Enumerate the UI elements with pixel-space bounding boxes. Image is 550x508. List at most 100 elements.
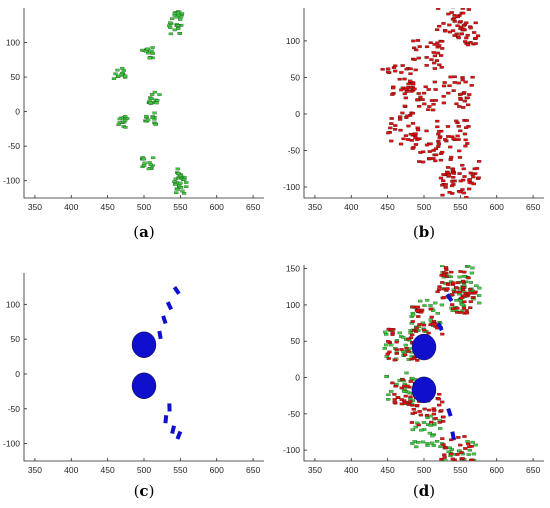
x-tick-label: 400 [64, 465, 78, 475]
chart-panel-a: 350 400 450 500 550 600 650 -100 -50 0 50 100 (a) [3, 8, 264, 241]
y-tick-label: 100 [6, 299, 20, 309]
x-tick-label: 550 [453, 465, 467, 475]
data-point [131, 331, 157, 358]
data-point [161, 315, 168, 325]
x-tick-label: 600 [210, 202, 224, 212]
data-point [165, 301, 174, 311]
data-point [167, 403, 172, 412]
data-point [172, 180, 189, 195]
data-point [172, 285, 181, 295]
y-tick-label: 150 [286, 264, 300, 274]
x-tick-label: 500 [417, 202, 431, 212]
data-point [435, 8, 471, 36]
chart-panel-c: 350 400 450 500 550 600 650 -100 -50 0 50 100 (c) [3, 273, 264, 500]
y-tick-label: -50 [288, 146, 301, 156]
y-tick-label: -100 [3, 176, 20, 186]
y-tick-label: -50 [288, 409, 301, 419]
data-point [170, 425, 176, 435]
axis-lines [23, 8, 264, 199]
data-point [439, 435, 475, 461]
data-point [402, 79, 438, 112]
x-tick-label: 500 [137, 202, 151, 212]
panel-label: (c) [134, 482, 155, 500]
x-tick-label: 550 [453, 202, 467, 212]
chart-panel-b: 350 400 450 500 550 600 650 -100 -50 0 50 100 (b) [283, 8, 544, 241]
y-tick-label: 100 [6, 38, 20, 48]
data-point [410, 414, 445, 449]
data-point [386, 111, 421, 146]
x-tick-label: 600 [490, 202, 504, 212]
axis-lines [303, 8, 544, 199]
data-point [146, 90, 162, 105]
panel-label: (d) [413, 482, 435, 500]
axis-lines [23, 273, 264, 462]
data-point [446, 407, 453, 417]
data-point [173, 167, 187, 181]
data-point [116, 115, 130, 129]
data-point [410, 305, 445, 336]
data-point [436, 322, 444, 332]
data-point [139, 156, 156, 171]
y-tick-label: 50 [291, 336, 301, 346]
data-point [411, 376, 437, 404]
series-blue [411, 293, 456, 440]
x-tick-label: 550 [173, 465, 187, 475]
x-tick-label: 650 [246, 465, 260, 475]
x-tick-label: 350 [28, 202, 42, 212]
data-point [175, 430, 183, 440]
y-tick-label: -100 [3, 439, 20, 449]
y-tick-label: 100 [286, 36, 300, 46]
data-point [163, 415, 169, 424]
x-tick-label: 450 [101, 465, 115, 475]
x-tick-label: 650 [526, 202, 540, 212]
data-point [157, 330, 163, 340]
y-tick-label: 0 [15, 107, 20, 117]
data-point [167, 21, 184, 36]
x-tick-label: 500 [417, 465, 431, 475]
data-point [435, 119, 471, 153]
x-tick-label: 400 [344, 465, 358, 475]
data-point [441, 75, 475, 109]
panel-label: (b) [413, 223, 435, 241]
x-tick-label: 650 [246, 202, 260, 212]
x-tick-label: 650 [526, 465, 540, 475]
series-red [380, 8, 482, 198]
data-point [450, 431, 456, 440]
y-tick-label: -50 [8, 141, 21, 151]
data-point [111, 66, 128, 80]
data-point [445, 293, 454, 303]
y-tick-label: -100 [283, 445, 300, 455]
y-tick-label: 50 [291, 72, 301, 82]
x-tick-label: 450 [381, 202, 395, 212]
data-point [143, 111, 158, 126]
x-tick-label: 600 [490, 465, 504, 475]
data-point [445, 155, 482, 188]
data-point [442, 281, 478, 315]
y-tick-label: -50 [8, 404, 21, 414]
x-tick-label: 350 [308, 202, 322, 212]
y-tick-label: 50 [11, 72, 21, 82]
y-tick-label: 100 [286, 300, 300, 310]
y-tick-label: 0 [15, 369, 20, 379]
data-point [409, 129, 445, 164]
panel-label: (a) [133, 223, 154, 241]
data-point [447, 17, 481, 47]
y-tick-label: 0 [295, 109, 300, 119]
x-tick-label: 400 [64, 202, 78, 212]
x-tick-label: 600 [210, 465, 224, 475]
x-tick-label: 450 [381, 465, 395, 475]
x-tick-label: 400 [344, 202, 358, 212]
series-green [382, 265, 482, 461]
y-tick-label: 0 [295, 373, 300, 383]
x-tick-label: 550 [173, 202, 187, 212]
data-point [131, 372, 157, 399]
y-tick-label: 50 [11, 334, 21, 344]
axis-lines [303, 265, 544, 462]
data-point [140, 46, 155, 60]
x-tick-label: 350 [28, 465, 42, 475]
data-point [410, 39, 445, 72]
chart-panel-d: 350 400 450 500 550 600 650 -100 -50 0 50 100 150 (d) [283, 264, 544, 500]
y-tick-label: -100 [283, 182, 300, 192]
series-green [111, 10, 189, 195]
data-point [169, 10, 185, 21]
